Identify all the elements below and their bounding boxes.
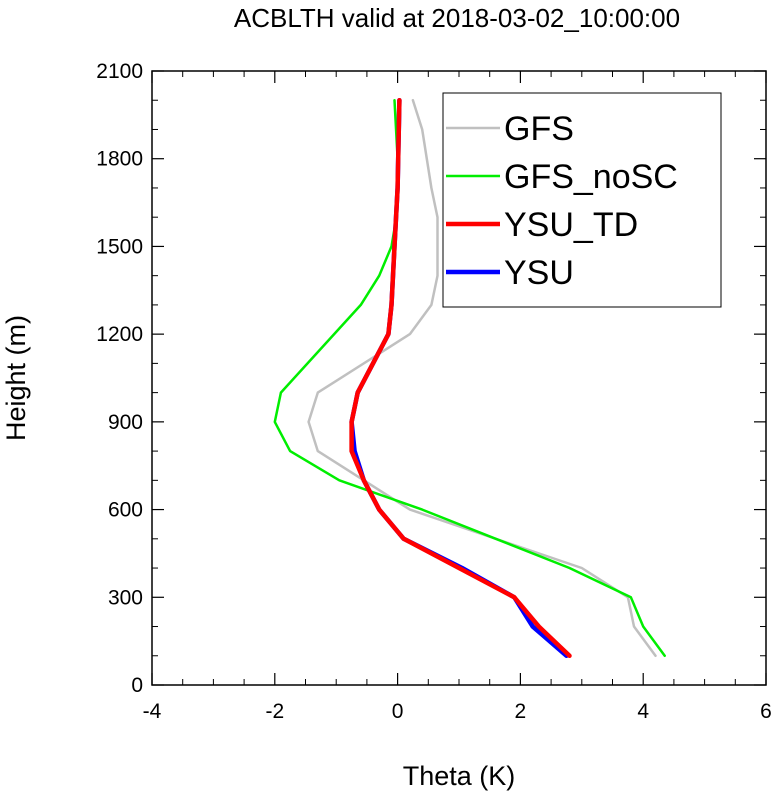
legend-label-ysu: YSU <box>504 254 574 292</box>
y-tick-label: 1800 <box>96 148 143 171</box>
x-axis-label: Theta (K) <box>403 761 516 791</box>
tick-layer: -4 -2 0 2 4 6 0 300 600 900 1200 1500 1800 2100 <box>96 60 772 723</box>
y-tick-label: 1500 <box>96 235 143 258</box>
x-tick-label: -4 <box>143 700 162 723</box>
y-tick-label: 1200 <box>96 323 143 346</box>
legend-label-gfs: GFS <box>504 110 574 148</box>
chart-title: ACBLTH valid at 2018-03-02_10:00:00 <box>234 3 680 33</box>
legend-box <box>442 92 722 308</box>
series-line-ysu-td <box>349 97 572 659</box>
y-tick-label: 900 <box>108 411 143 434</box>
y-axis-label: Height (m) <box>1 315 31 441</box>
x-tick-label: -2 <box>265 700 284 723</box>
y-tick-label: 300 <box>108 586 143 609</box>
y-tick-label: 600 <box>108 499 143 522</box>
x-tick-label: 6 <box>760 700 772 723</box>
x-tick-label: 0 <box>392 700 404 723</box>
legend-label-ysu-td: YSU_TD <box>504 206 638 244</box>
series-layer <box>273 97 666 659</box>
x-tick-label: 4 <box>637 700 649 723</box>
legend: GFS GFS_noSC YSU_TD YSU <box>442 92 722 308</box>
y-tick-label: 0 <box>131 674 143 697</box>
y-tick-label: 2100 <box>96 60 143 83</box>
legend-label-gfs-nosc: GFS_noSC <box>504 158 678 196</box>
x-tick-label: 2 <box>515 700 527 723</box>
